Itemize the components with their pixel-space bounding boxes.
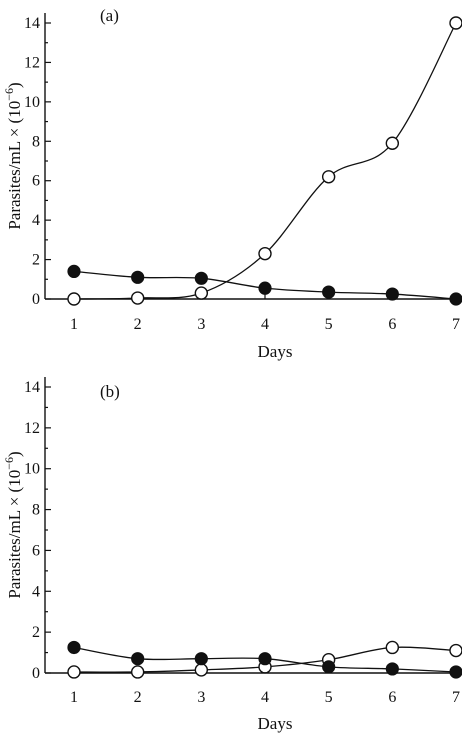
- data-point-open-circle: [449, 16, 462, 30]
- y-axis-title-close: ): [5, 82, 24, 88]
- x-axis-title: Days: [258, 714, 293, 733]
- y-tick-label: 14: [24, 15, 40, 32]
- y-tick-label: 12: [24, 420, 40, 437]
- data-point-filled-circle: [449, 665, 462, 679]
- y-tick-label: 4: [32, 212, 40, 229]
- y-axis-title-exponent: −6: [2, 88, 16, 101]
- data-point-open-circle: [321, 170, 336, 184]
- data-point-open-circle: [67, 292, 81, 306]
- x-tick-label: 2: [134, 689, 142, 706]
- y-tick-label: 8: [32, 502, 40, 519]
- data-point-open-circle: [385, 136, 400, 150]
- x-tick-label: 6: [388, 689, 396, 706]
- data-point-filled-circle: [258, 281, 272, 295]
- x-tick-label: 7: [452, 689, 460, 706]
- y-tick-label: 8: [32, 133, 40, 150]
- y-axis-title-exponent: −6: [2, 457, 16, 470]
- panel-label: (b): [100, 382, 120, 401]
- data-point-open-circle: [449, 643, 462, 658]
- x-tick-label: 6: [388, 316, 396, 333]
- y-axis-title-main: Parasites/mL × (10: [5, 101, 24, 230]
- y-axis-title: Parasites/mL × (10−6): [2, 451, 24, 598]
- y-tick-label: 0: [32, 665, 40, 682]
- y-tick-label: 4: [32, 583, 40, 600]
- data-point-open-circle: [194, 286, 209, 300]
- y-axis-title-close: ): [5, 451, 24, 457]
- x-tick-label: 5: [325, 316, 333, 333]
- data-point-filled-circle: [194, 271, 208, 285]
- data-point-open-circle: [385, 640, 400, 655]
- data-point-filled-circle: [322, 660, 336, 674]
- x-tick-label: 4: [261, 316, 269, 333]
- y-tick-label: 12: [24, 54, 40, 71]
- y-axis-title-main: Parasites/mL × (10: [5, 470, 24, 599]
- data-point-filled-circle: [67, 264, 81, 278]
- data-point-open-circle: [130, 665, 145, 679]
- data-point-filled-circle: [131, 652, 145, 666]
- data-point-filled-circle: [194, 652, 208, 666]
- data-point-filled-circle: [67, 640, 81, 655]
- y-tick-label: 0: [32, 291, 40, 308]
- y-axis-title: Parasites/mL × (10−6): [2, 82, 24, 229]
- x-tick-label: 2: [134, 316, 142, 333]
- x-tick-label: 3: [197, 689, 205, 706]
- panel-label: (a): [100, 6, 119, 25]
- x-tick-label: 7: [452, 316, 460, 333]
- x-axis-title: Days: [258, 342, 293, 361]
- data-point-open-circle: [194, 663, 209, 677]
- x-tick-label: 4: [261, 689, 269, 706]
- data-point-filled-circle: [449, 292, 462, 306]
- y-tick-label: 2: [32, 624, 40, 641]
- y-tick-label: 14: [24, 379, 40, 396]
- y-tick-label: 10: [24, 94, 40, 111]
- x-tick-label: 5: [325, 689, 333, 706]
- data-point-filled-circle: [131, 270, 145, 284]
- y-tick-label: 10: [24, 461, 40, 478]
- data-point-open-circle: [130, 291, 145, 305]
- data-point-filled-circle: [322, 285, 336, 299]
- x-tick-label: 1: [70, 689, 78, 706]
- data-point-open-circle: [258, 246, 272, 261]
- data-point-filled-circle: [258, 652, 272, 666]
- y-tick-label: 6: [32, 173, 40, 190]
- y-tick-label: 2: [32, 252, 40, 269]
- data-point-filled-circle: [385, 662, 399, 676]
- x-tick-label: 3: [197, 316, 205, 333]
- data-point-filled-circle: [385, 287, 399, 301]
- data-point-open-circle: [67, 665, 81, 679]
- x-tick-label: 1: [70, 316, 78, 333]
- y-tick-label: 6: [32, 542, 40, 559]
